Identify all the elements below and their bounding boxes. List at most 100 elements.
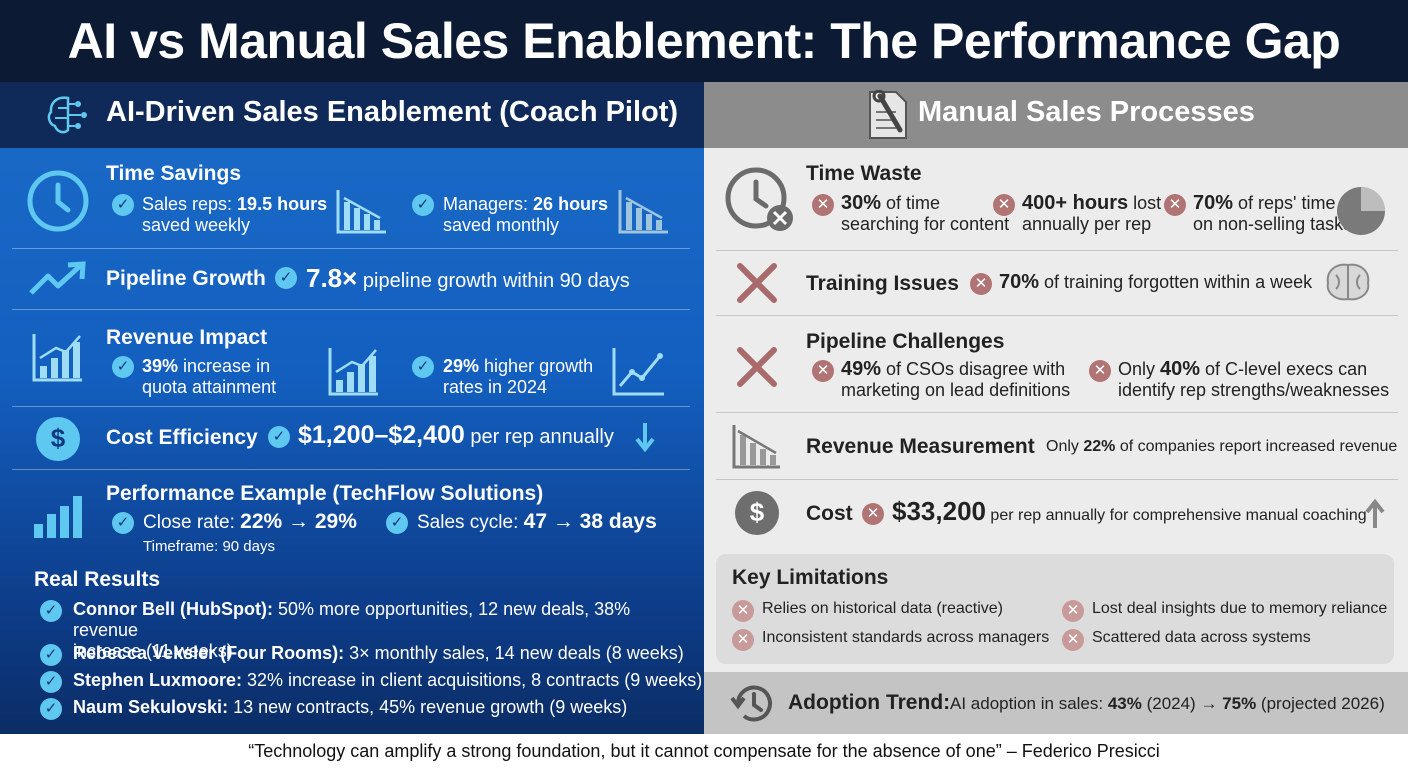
divider [716,250,1398,251]
cso-value: 49% [841,358,882,380]
non-selling-stat: 70% of reps' time on non-selling tasks [1193,193,1352,235]
result-naum-sekulovski: Naum Sekulovski: 13 new contracts, 45% r… [73,697,627,718]
x-mark-icon: ✕ [812,360,834,382]
divider [12,248,690,249]
revenue-value: 22% [1083,438,1116,455]
result-stephen-luxmoore: Stephen Luxmoore: 32% increase in client… [73,670,702,691]
divider [12,309,690,310]
time-waste-title: Time Waste [806,162,922,185]
hours-lost-stat: 400+ hours lost annually per rep [1022,193,1161,235]
dollar-coin-icon: $ [36,417,80,461]
cost-value: $33,200 [892,496,986,526]
line-chart-icon [612,348,664,396]
quota-value: 39% [142,356,179,376]
check-icon: ✓ [386,512,408,534]
bar-chart-down-icon [732,425,780,469]
adoption-2024-label: (2024) → [1141,694,1223,713]
result-name: Naum Sekulovski: [73,697,229,717]
divider [12,406,690,407]
x-mark-icon [737,263,777,303]
pipeline-growth-title: Pipeline Growth [106,267,266,290]
reps-hours: Sales reps: 19.5 hours saved weekly [142,194,327,236]
cost-text: per rep annually for comprehensive manua… [985,507,1367,524]
growth-rate-value: 29% [443,356,480,376]
trend-up-arrow-icon [29,261,86,295]
x-mark-icon: ✕ [970,273,992,295]
training-issues-title: Training Issues [806,272,959,295]
dollar-coin-icon: $ [735,491,779,535]
limitation-item: Lost deal insights due to memory relianc… [1092,600,1388,617]
ai-panel-title: AI-Driven Sales Enablement (Coach Pilot) [106,96,679,128]
non-selling-value: 70% [1193,192,1234,214]
manager-hours-label: Managers: [443,194,534,214]
non-selling-text: of reps' time [1233,193,1336,213]
x-mark-icon: ✕ [1062,629,1084,651]
manual-panel: Manual Sales Processes Time Waste ✕ 30% … [704,82,1408,734]
pipeline-growth-text: pipeline growth within 90 days [357,270,630,292]
x-mark-icon: ✕ [812,194,834,216]
revenue-impact-section: Revenue Impact ✓ 39% increase in quota a… [0,310,704,406]
result-text: 13 new contracts, 45% revenue growth (9 … [228,697,628,717]
svg-text:$: $ [750,497,765,527]
sales-cycle-stat: Sales cycle: 47 → 38 days [417,510,657,534]
x-mark-icon: ✕ [1062,600,1084,622]
performance-example-section: Performance Example (TechFlow Solutions)… [0,470,704,560]
check-icon: ✓ [412,194,434,216]
check-icon: ✓ [412,356,434,378]
result-text: 32% increase in client acquisitions, 8 c… [242,670,703,690]
pie-chart-icon [1337,187,1385,235]
hours-lost-text: lost [1128,193,1162,213]
quota-text: increase in [178,356,271,376]
time-savings-section: Time Savings ✓ Sales reps: 19.5 hours sa… [0,148,704,248]
key-limitations-box: Key Limitations ✕ Relies on historical d… [716,554,1394,664]
x-mark-icon: ✕ [1089,360,1111,382]
arrow-down-icon [635,423,655,453]
adoption-text: AI adoption in sales: [950,694,1108,713]
divider [716,315,1398,316]
check-icon: ✓ [268,426,290,448]
reps-hours-line2: saved weekly [142,215,251,235]
check-icon: ✓ [40,600,62,622]
manager-hours: Managers: 26 hours saved monthly [443,194,608,236]
result-rebecca-veksler: Rebecca Veksler (Four Rooms): 3× monthly… [73,643,684,664]
limitation-item: Scattered data across systems [1092,629,1311,646]
check-icon: ✓ [112,194,134,216]
result-connor-bell: Connor Bell (HubSpot): 50% more opportun… [73,599,693,662]
bar-chart-down-icon [618,190,668,234]
ai-panel: AI-Driven Sales Enablement (Coach Pilot)… [0,82,704,734]
manual-panel-header: Manual Sales Processes [704,82,1408,148]
pipeline-challenges-title: Pipeline Challenges [806,330,1005,353]
cost-efficiency-stat: $1,200–$2,400 per rep annually [298,421,614,450]
bar-chart-down-icon [336,190,386,234]
adoption-2024-value: 43% [1107,694,1142,713]
divider [716,412,1398,413]
wrench-document-icon [869,90,907,139]
cso-text: of CSOs disagree with [881,359,1066,379]
timeframe-note: Timeframe: 90 days [143,538,275,555]
x-mark-icon: ✕ [732,629,754,651]
adoption-2026-label: (projected 2026) [1256,694,1385,713]
revenue-measurement-title: Revenue Measurement [806,435,1035,458]
training-value: 70% [999,271,1040,293]
cost-efficiency-title: Cost Efficiency [106,426,258,449]
training-text: of training forgotten within a week [1039,272,1313,292]
manager-hours-value: 26 hours [533,194,609,214]
cso-stat: 49% of CSOs disagree with marketing on l… [841,359,1070,401]
clevel-text: of C-level execs can [1200,359,1368,379]
revenue-measurement-stat: Only 22% of companies report increased r… [1046,438,1397,456]
time-savings-title: Time Savings [106,162,242,185]
quota-stat: 39% increase in quota attainment [142,356,276,398]
cost-efficiency-text: per rep annually [464,426,614,448]
clevel-prefix: Only [1118,359,1161,379]
check-icon: ✓ [112,356,134,378]
manager-hours-line2: saved monthly [443,215,560,235]
limitation-item: Inconsistent standards across managers [762,629,1050,646]
training-stat: 70% of training forgotten within a week [999,271,1312,294]
pipeline-growth-section: Pipeline Growth ✓ 7.8× pipeline growth w… [0,249,704,309]
revenue-text: of companies report increased revenue [1115,438,1398,455]
revenue-measurement-section: Revenue Measurement Only 22% of companie… [704,413,1408,479]
search-time-value: 30% [841,192,882,214]
result-text: 50% more opportunities, 12 new deals, 38… [73,599,631,640]
revenue-impact-title: Revenue Impact [106,326,268,349]
non-selling-line2: on non-selling tasks [1193,214,1353,234]
